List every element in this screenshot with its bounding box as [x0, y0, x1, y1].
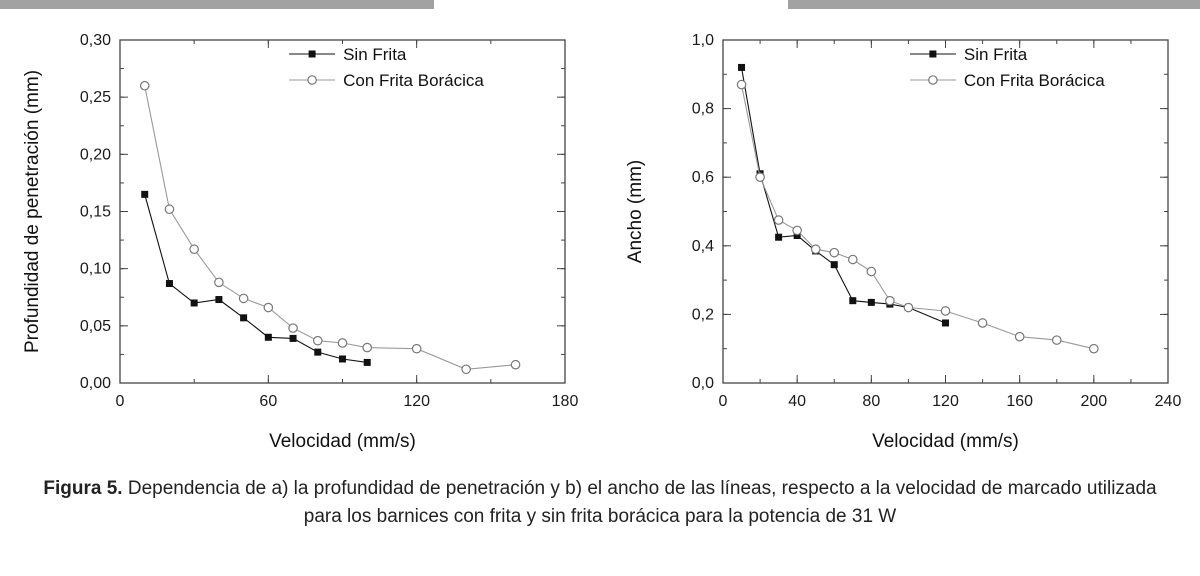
chart-ancho: 0 40 80 120 160 200 240 0,0 0,2 0,4 0,6 0,8 1,0 Veloc… [625, 32, 1182, 452]
svg-text:120: 120 [932, 393, 959, 410]
svg-text:40: 40 [788, 393, 806, 410]
svg-text:0,6: 0,6 [692, 169, 714, 186]
svg-text:Con Frita Borácica: Con Frita Borácica [964, 71, 1105, 90]
svg-text:80: 80 [862, 393, 880, 410]
svg-text:0,30: 0,30 [80, 32, 111, 49]
svg-text:0: 0 [116, 393, 125, 410]
svg-text:Ancho (mm): Ancho (mm) [625, 160, 646, 263]
svg-text:Velocidad (mm/s): Velocidad (mm/s) [269, 431, 416, 452]
svg-text:0,0: 0,0 [692, 375, 714, 392]
svg-text:Sin Frita: Sin Frita [343, 45, 407, 64]
svg-text:0,00: 0,00 [80, 375, 111, 392]
svg-text:Sin Frita: Sin Frita [964, 45, 1028, 64]
svg-text:120: 120 [403, 393, 430, 410]
svg-text:240: 240 [1155, 393, 1182, 410]
page-edge-left [0, 0, 434, 9]
chart-profundidad-penetracion: 0 60 120 180 0,00 0,05 0,10 0,15 0,20 0,25 0,30 Vel… [22, 32, 579, 452]
svg-text:180: 180 [552, 393, 579, 410]
svg-text:0,25: 0,25 [80, 89, 111, 106]
svg-text:0,15: 0,15 [80, 204, 111, 221]
svg-text:0,20: 0,20 [80, 146, 111, 163]
svg-text:60: 60 [259, 393, 277, 410]
svg-text:0: 0 [719, 393, 728, 410]
svg-text:0,10: 0,10 [80, 261, 111, 278]
figure-caption-text: Dependencia de a) la profundidad de pene… [122, 478, 1157, 527]
figure-caption-label: Figura 5. [43, 478, 123, 499]
svg-text:1,0: 1,0 [692, 32, 714, 49]
svg-text:0,2: 0,2 [692, 306, 714, 323]
svg-text:200: 200 [1080, 393, 1107, 410]
svg-text:160: 160 [1006, 393, 1033, 410]
svg-text:0,05: 0,05 [80, 318, 111, 335]
svg-text:Con Frita Borácica: Con Frita Borácica [343, 71, 484, 90]
svg-text:0,8: 0,8 [692, 101, 714, 118]
svg-text:Velocidad (mm/s): Velocidad (mm/s) [872, 431, 1019, 452]
svg-text:0,4: 0,4 [692, 238, 714, 255]
figure-image: 0 60 120 180 0,00 0,05 0,10 0,15 0,20 0,25 0,30 Vel… [22, 32, 1182, 452]
figure-caption: Figura 5. Dependencia de a) la profundid… [40, 475, 1160, 530]
svg-text:Profundidad de penetración (mm: Profundidad de penetración (mm) [22, 70, 43, 353]
page-edge-right [788, 0, 1200, 9]
